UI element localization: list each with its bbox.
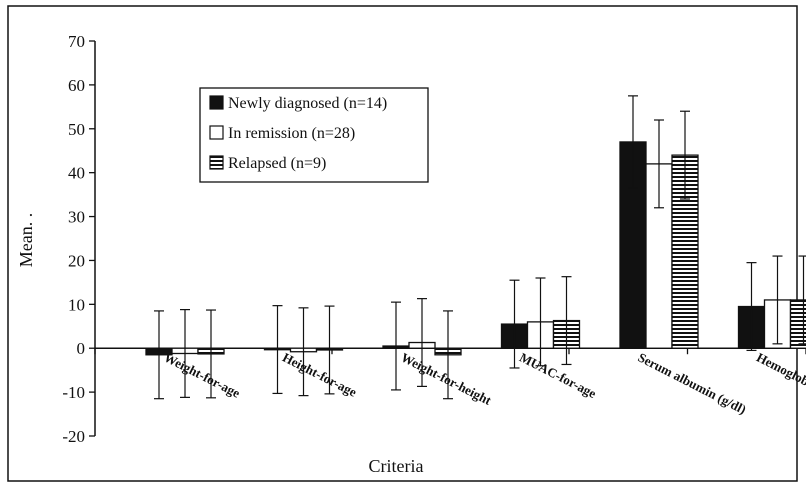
chart-border: [7, 5, 798, 482]
legend-swatch: [209, 155, 224, 170]
legend-box: [199, 87, 429, 183]
legend-label: Newly diagnosed (n=14): [228, 95, 387, 112]
y-tick-label: 40: [68, 164, 85, 183]
x-axis-title: Criteria: [369, 456, 424, 476]
y-axis-title: Mean. .: [16, 213, 36, 267]
x-tick-label: Hemoglobin (g/dl): [754, 350, 806, 409]
legend-label: In remission (n=28): [228, 125, 355, 142]
y-tick-label: -20: [62, 427, 85, 446]
legend: Newly diagnosed (n=14) In remission (n=28…: [199, 87, 429, 183]
y-tick-label: 50: [68, 120, 85, 139]
y-tick-label: 60: [68, 76, 85, 95]
y-tick-label: 0: [77, 339, 86, 358]
legend-swatch: [209, 95, 224, 110]
x-tick-label: MUAC-for-age: [517, 350, 599, 402]
x-tick-label: Weight-for-age: [162, 350, 243, 401]
x-tick-label: Serum albumin (g/dl): [636, 350, 749, 417]
y-tick-label: 70: [68, 32, 85, 51]
x-tick-label: Weight-for-height: [399, 350, 495, 409]
y-tick-label: 30: [68, 208, 85, 227]
y-tick-label: 20: [68, 251, 85, 270]
y-tick-label: -10: [62, 383, 85, 402]
x-tick-label: Height-for-age: [280, 350, 359, 400]
legend-label: Relapsed (n=9): [228, 155, 326, 172]
y-tick-label: 10: [68, 295, 85, 314]
legend-swatch: [209, 125, 224, 140]
